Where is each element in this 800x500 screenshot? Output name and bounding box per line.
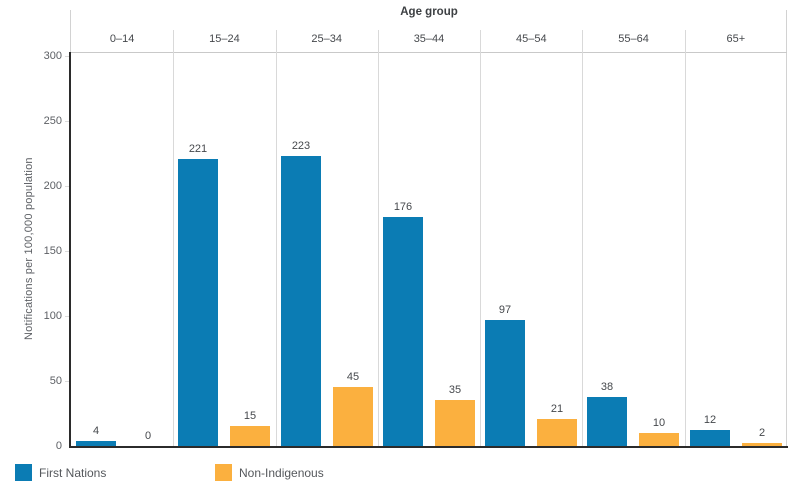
bar-non-indigenous-35-44[interactable] (435, 400, 475, 446)
bar-first-nations-45-54[interactable] (485, 320, 525, 446)
column-separator-line (685, 30, 686, 446)
column-separator-line (378, 30, 379, 446)
bar-first-nations-65+[interactable] (690, 430, 730, 446)
bar-value-label: 35 (448, 384, 462, 396)
y-tick-label: 300 (43, 50, 62, 62)
y-tick-mark (65, 121, 70, 122)
y-tick-mark (65, 251, 70, 252)
bar-value-label: 223 (291, 140, 311, 152)
legend-item-first-nations[interactable]: First Nations (15, 464, 106, 481)
age-group-label: 65+ (726, 33, 746, 45)
y-tick-label: 150 (43, 245, 62, 257)
bar-first-nations-25-34[interactable] (281, 156, 321, 446)
y-tick-label: 50 (49, 375, 62, 387)
bar-non-indigenous-45-54[interactable] (537, 419, 577, 446)
bar-value-label: 38 (600, 381, 614, 393)
column-separator-line (276, 30, 277, 446)
bar-non-indigenous-55-64[interactable] (639, 433, 679, 446)
bar-value-label: 12 (703, 414, 717, 426)
bar-first-nations-0-14[interactable] (76, 441, 116, 446)
age-group-label: 0–14 (109, 33, 135, 45)
bar-first-nations-55-64[interactable] (587, 397, 627, 446)
bar-non-indigenous-15-24[interactable] (230, 426, 270, 446)
y-tick-mark (65, 56, 70, 57)
y-tick-label: 100 (43, 310, 62, 322)
bar-value-label: 97 (498, 304, 512, 316)
bar-first-nations-35-44[interactable] (383, 217, 423, 446)
bar-non-indigenous-65+[interactable] (742, 443, 782, 446)
y-tick-label: 0 (55, 440, 62, 452)
y-tick-mark (65, 381, 70, 382)
bar-first-nations-15-24[interactable] (178, 159, 218, 446)
bar-value-label: 0 (144, 430, 152, 442)
bar-value-label: 176 (393, 201, 413, 213)
column-separator-line (173, 30, 174, 446)
x-axis-line (69, 446, 788, 448)
age-group-label: 25–34 (311, 33, 342, 45)
bar-value-label: 45 (346, 371, 360, 383)
legend-label: Non-Indigenous (239, 465, 324, 480)
bar-value-label: 21 (550, 403, 564, 415)
column-separator-line (582, 30, 583, 446)
y-tick-label: 200 (43, 180, 62, 192)
age-group-label: 55–64 (618, 33, 649, 45)
plot-right-border-line (786, 10, 787, 446)
age-group-label: 45–54 (515, 33, 547, 45)
legend-swatch (215, 464, 232, 481)
header-left-border-line (70, 10, 71, 52)
age-group-label: 15–24 (209, 33, 240, 45)
y-tick-mark (65, 186, 70, 187)
bar-value-label: 2 (758, 427, 766, 439)
y-tick-label: 250 (43, 115, 62, 127)
legend: First Nations Non-Indigenous (0, 462, 800, 486)
y-tick-mark (65, 316, 70, 317)
legend-label: First Nations (39, 465, 107, 480)
x-axis-group-title: Age group (400, 6, 458, 18)
bar-value-label: 4 (92, 425, 100, 437)
header-bottom-border-line (71, 52, 787, 53)
bar-value-label: 10 (652, 417, 666, 429)
age-group-label: 35–44 (413, 33, 445, 45)
bar-value-label: 15 (243, 410, 257, 422)
bar-value-label: 221 (188, 143, 208, 155)
bar-non-indigenous-25-34[interactable] (333, 387, 373, 446)
legend-item-non-indigenous[interactable]: Non-Indigenous (215, 464, 324, 481)
y-axis-line (69, 52, 71, 447)
legend-swatch (15, 464, 32, 481)
column-separator-line (480, 30, 481, 446)
